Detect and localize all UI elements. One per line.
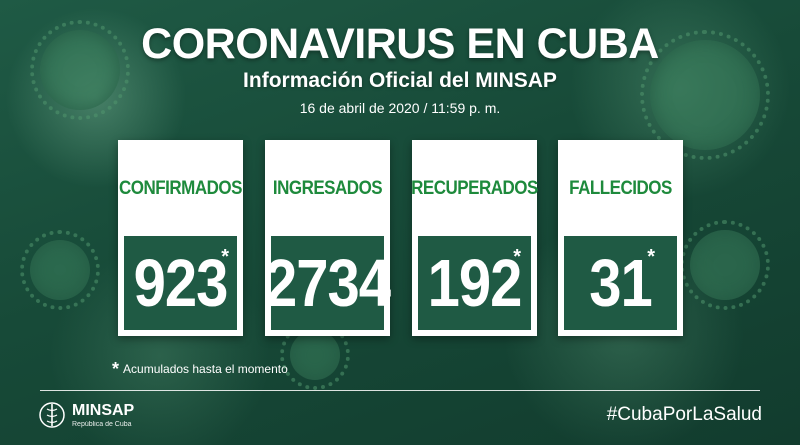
caduceus-icon — [39, 402, 65, 428]
card-ingresados: INGRESADOS 2734 — [265, 140, 391, 336]
card-fallecidos: FALLECIDOS 31 * — [558, 140, 683, 336]
card-label: INGRESADOS — [272, 176, 383, 199]
card-confirmados: CONFIRMADOS 923 * — [118, 140, 243, 336]
footnote-text: Acumulados hasta el momento — [123, 362, 288, 376]
page-title: CORONAVIRUS EN CUBA — [141, 20, 659, 68]
virus-decoration — [680, 220, 770, 310]
card-label: RECUPERADOS — [411, 176, 538, 199]
card-value: 192 — [427, 245, 523, 321]
card-value: 923 — [133, 245, 229, 321]
card-value: 2734 — [264, 245, 391, 321]
asterisk-mark: * — [647, 246, 655, 268]
page-subtitle: Información Oficial del MINSAP — [243, 69, 557, 92]
card-value-box: 923 * — [124, 236, 237, 330]
card-value-box: 31 * — [564, 236, 677, 330]
hashtag: #CubaPorLaSalud — [606, 404, 762, 425]
card-value-box: 192 * — [418, 236, 531, 330]
asterisk-mark: * — [221, 246, 229, 268]
header: CORONAVIRUS EN CUBA Información Oficial … — [0, 20, 800, 118]
logo-subtitle: República de Cuba — [72, 420, 132, 428]
virus-decoration — [20, 230, 100, 310]
card-recuperados: RECUPERADOS 192 * — [411, 140, 538, 336]
card-label: CONFIRMADOS — [119, 176, 242, 199]
logo-name: MINSAP — [72, 401, 135, 419]
virus-decoration — [30, 20, 130, 120]
virus-decoration — [280, 320, 350, 390]
footnote: * Acumulados hasta el momento — [112, 359, 288, 379]
virus-decoration — [640, 30, 770, 160]
card-label: FALLECIDOS — [569, 176, 672, 199]
stats-cards: CONFIRMADOS 923 * INGRESADOS 2734 RECUPE… — [118, 140, 690, 336]
minsap-logo: MINSAP República de Cuba — [38, 398, 134, 432]
card-value-box: 2734 — [265, 236, 391, 330]
divider — [40, 390, 760, 391]
asterisk-mark: * — [513, 246, 521, 268]
footnote-asterisk: * — [112, 359, 120, 379]
report-date: 16 de abril de 2020 / 11:59 p. m. — [299, 100, 501, 116]
card-value: 31 — [589, 245, 653, 321]
